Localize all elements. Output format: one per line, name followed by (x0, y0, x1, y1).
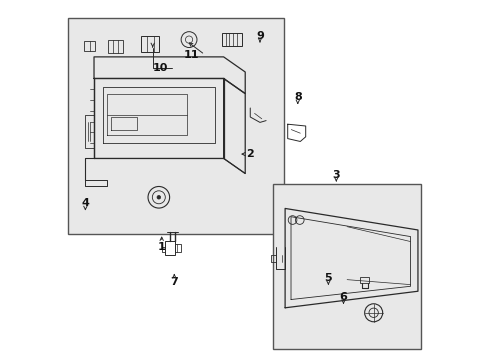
Text: 8: 8 (293, 92, 301, 102)
Text: 4: 4 (81, 198, 89, 208)
Bar (108, 40, 122, 53)
Bar (141, 36, 159, 52)
Bar (273, 184, 420, 349)
Bar (360, 277, 368, 283)
Text: 9: 9 (256, 31, 264, 41)
Bar (68, 18, 284, 234)
Text: 3: 3 (332, 170, 340, 180)
Bar (45, 176, 56, 186)
Bar (222, 33, 242, 46)
Circle shape (157, 195, 160, 199)
Text: 10: 10 (152, 63, 167, 73)
Text: 5: 5 (324, 273, 331, 283)
Text: 7: 7 (170, 276, 178, 287)
Bar (174, 244, 181, 252)
Text: 11: 11 (183, 50, 199, 60)
Text: 1: 1 (158, 242, 165, 252)
Bar (84, 41, 95, 51)
Text: 6: 6 (339, 292, 347, 302)
Bar (164, 241, 174, 255)
Text: 2: 2 (245, 149, 253, 159)
